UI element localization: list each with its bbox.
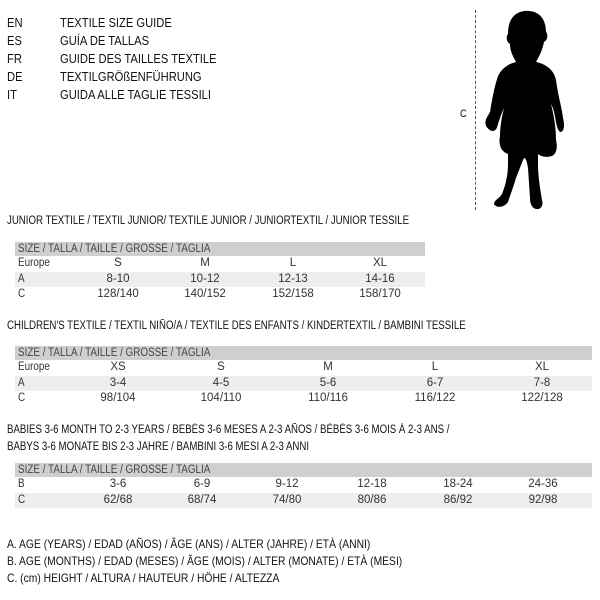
- table-cell: 7-8: [533, 376, 551, 389]
- row-label: B: [18, 478, 25, 490]
- table-header-row: SIZE / TALLA / TAILLE / GRÖSSE / TAGLIA: [15, 463, 592, 477]
- table-cell: S: [217, 361, 225, 373]
- table-cell: 92/98: [528, 493, 558, 506]
- junior-size-table: SIZE / TALLA / TAILLE / GRÖSSE / TAGLIA …: [15, 242, 425, 303]
- table-cell: 14-16: [365, 272, 395, 285]
- table-header-row: SIZE / TALLA / TAILLE / GRÖSSE / TAGLIA: [15, 346, 592, 360]
- table-cell: 6-7: [426, 376, 444, 389]
- children-section-title: CHILDREN'S TEXTILE / TEXTIL NIÑO/A / TEX…: [7, 320, 466, 332]
- table-cell: 8-10: [106, 272, 130, 285]
- table-cell: 62/68: [103, 493, 133, 506]
- lang-code: DE: [7, 69, 23, 84]
- legend-item-c: C. (cm) HEIGHT / ALTURA / HAUTEUR / HÖHE…: [7, 571, 280, 585]
- size-header: SIZE / TALLA / TAILLE / GRÖSSE / TAGLIA: [18, 243, 211, 255]
- table-cell: 122/128: [521, 392, 563, 404]
- size-header: SIZE / TALLA / TAILLE / GRÖSSE / TAGLIA: [18, 347, 211, 359]
- row-label: C: [18, 493, 26, 506]
- table-row: B 3-6 6-9 9-12 12-18 18-24 24-36: [15, 477, 592, 493]
- table-cell: L: [289, 257, 297, 269]
- table-cell: 116/122: [414, 392, 456, 404]
- row-label: C: [18, 392, 26, 404]
- table-cell: 74/80: [272, 493, 302, 506]
- lang-title: GUÍA DE TALLAS: [60, 33, 150, 48]
- size-header: SIZE / TALLA / TAILLE / GRÖSSE / TAGLIA: [18, 464, 211, 476]
- table-row: C 62/68 68/74 74/80 80/86 86/92 92/98: [15, 492, 592, 508]
- table-cell: 128/140: [97, 288, 139, 300]
- table-cell: 12-13: [278, 272, 308, 285]
- table-row: Europe XS S M L XL: [15, 360, 592, 376]
- babies-section-title-line2: BABYS 3-6 MONATE BIS 2-3 JAHRE / BAMBINI…: [7, 441, 310, 453]
- row-label: C: [18, 288, 26, 300]
- lang-code: ES: [7, 33, 22, 48]
- table-cell: 110/116: [308, 392, 348, 404]
- table-cell: M: [323, 361, 333, 373]
- table-cell: 98/104: [100, 392, 136, 404]
- lang-code: FR: [7, 51, 22, 66]
- table-cell: XS: [110, 361, 126, 373]
- lang-title: TEXTILE SIZE GUIDE: [60, 15, 172, 30]
- lang-title: GUIDA ALLE TAGLIE TESSILI: [60, 87, 212, 102]
- table-row: A 8-10 10-12 12-13 14-16: [15, 271, 425, 287]
- table-row: C 98/104 104/110 110/116 116/122 122/128: [15, 391, 592, 407]
- table-cell: 68/74: [187, 493, 217, 506]
- table-row: Europe S M L XL: [15, 256, 425, 272]
- row-label: A: [18, 272, 25, 285]
- row-label: Europe: [18, 361, 50, 373]
- table-cell: XL: [372, 257, 388, 269]
- legend-item-a: A. AGE (YEARS) / EDAD (AÑOS) / ÂGE (ANS)…: [7, 537, 371, 551]
- table-cell: 9-12: [275, 478, 299, 490]
- table-cell: 12-18: [357, 478, 387, 490]
- row-label: Europe: [18, 257, 50, 269]
- lang-title: TEXTILGRÖßENFÜHRUNG: [60, 69, 202, 84]
- children-size-table: SIZE / TALLA / TAILLE / GRÖSSE / TAGLIA …: [15, 346, 592, 407]
- table-cell: 80/86: [357, 493, 387, 506]
- table-cell: 5-6: [319, 376, 337, 389]
- table-cell: 18-24: [443, 478, 473, 490]
- babies-size-table: SIZE / TALLA / TAILLE / GRÖSSE / TAGLIA …: [15, 463, 592, 508]
- table-row: A 3-4 4-5 5-6 6-7 7-8: [15, 375, 592, 391]
- table-cell: 140/152: [184, 288, 226, 300]
- height-measure-line: [475, 10, 476, 210]
- table-cell: XL: [534, 361, 550, 373]
- table-cell: 24-36: [528, 478, 558, 490]
- table-cell: 10-12: [190, 272, 220, 285]
- table-cell: 158/170: [359, 288, 401, 300]
- table-cell: 3-4: [109, 376, 127, 389]
- table-cell: 152/158: [272, 288, 314, 300]
- babies-section-title-line1: BABIES 3-6 MONTH TO 2-3 YEARS / BEBÉS 3-…: [7, 424, 450, 436]
- table-cell: L: [431, 361, 439, 373]
- row-label: A: [18, 376, 25, 389]
- table-cell: S: [114, 257, 122, 269]
- table-cell: 3-6: [109, 478, 127, 490]
- table-cell: 4-5: [212, 376, 230, 389]
- table-cell: 104/110: [200, 392, 242, 404]
- legend-item-b: B. AGE (MONTHS) / EDAD (MESES) / ÂGE (MO…: [7, 554, 403, 568]
- child-silhouette-icon: [485, 10, 564, 210]
- table-cell: 86/92: [443, 493, 473, 506]
- lang-code: IT: [7, 87, 17, 102]
- junior-section-title: JUNIOR TEXTILE / TEXTIL JUNIOR/ TEXTILE …: [7, 215, 410, 227]
- table-cell: 6-9: [193, 478, 211, 490]
- height-measure-label: C: [460, 108, 467, 120]
- table-row: C 128/140 140/152 152/158 158/170: [15, 287, 425, 303]
- table-cell: M: [200, 257, 210, 269]
- table-header-row: SIZE / TALLA / TAILLE / GRÖSSE / TAGLIA: [15, 242, 425, 256]
- lang-code: EN: [7, 15, 23, 30]
- lang-title: GUIDE DES TAILLES TEXTILE: [60, 51, 217, 66]
